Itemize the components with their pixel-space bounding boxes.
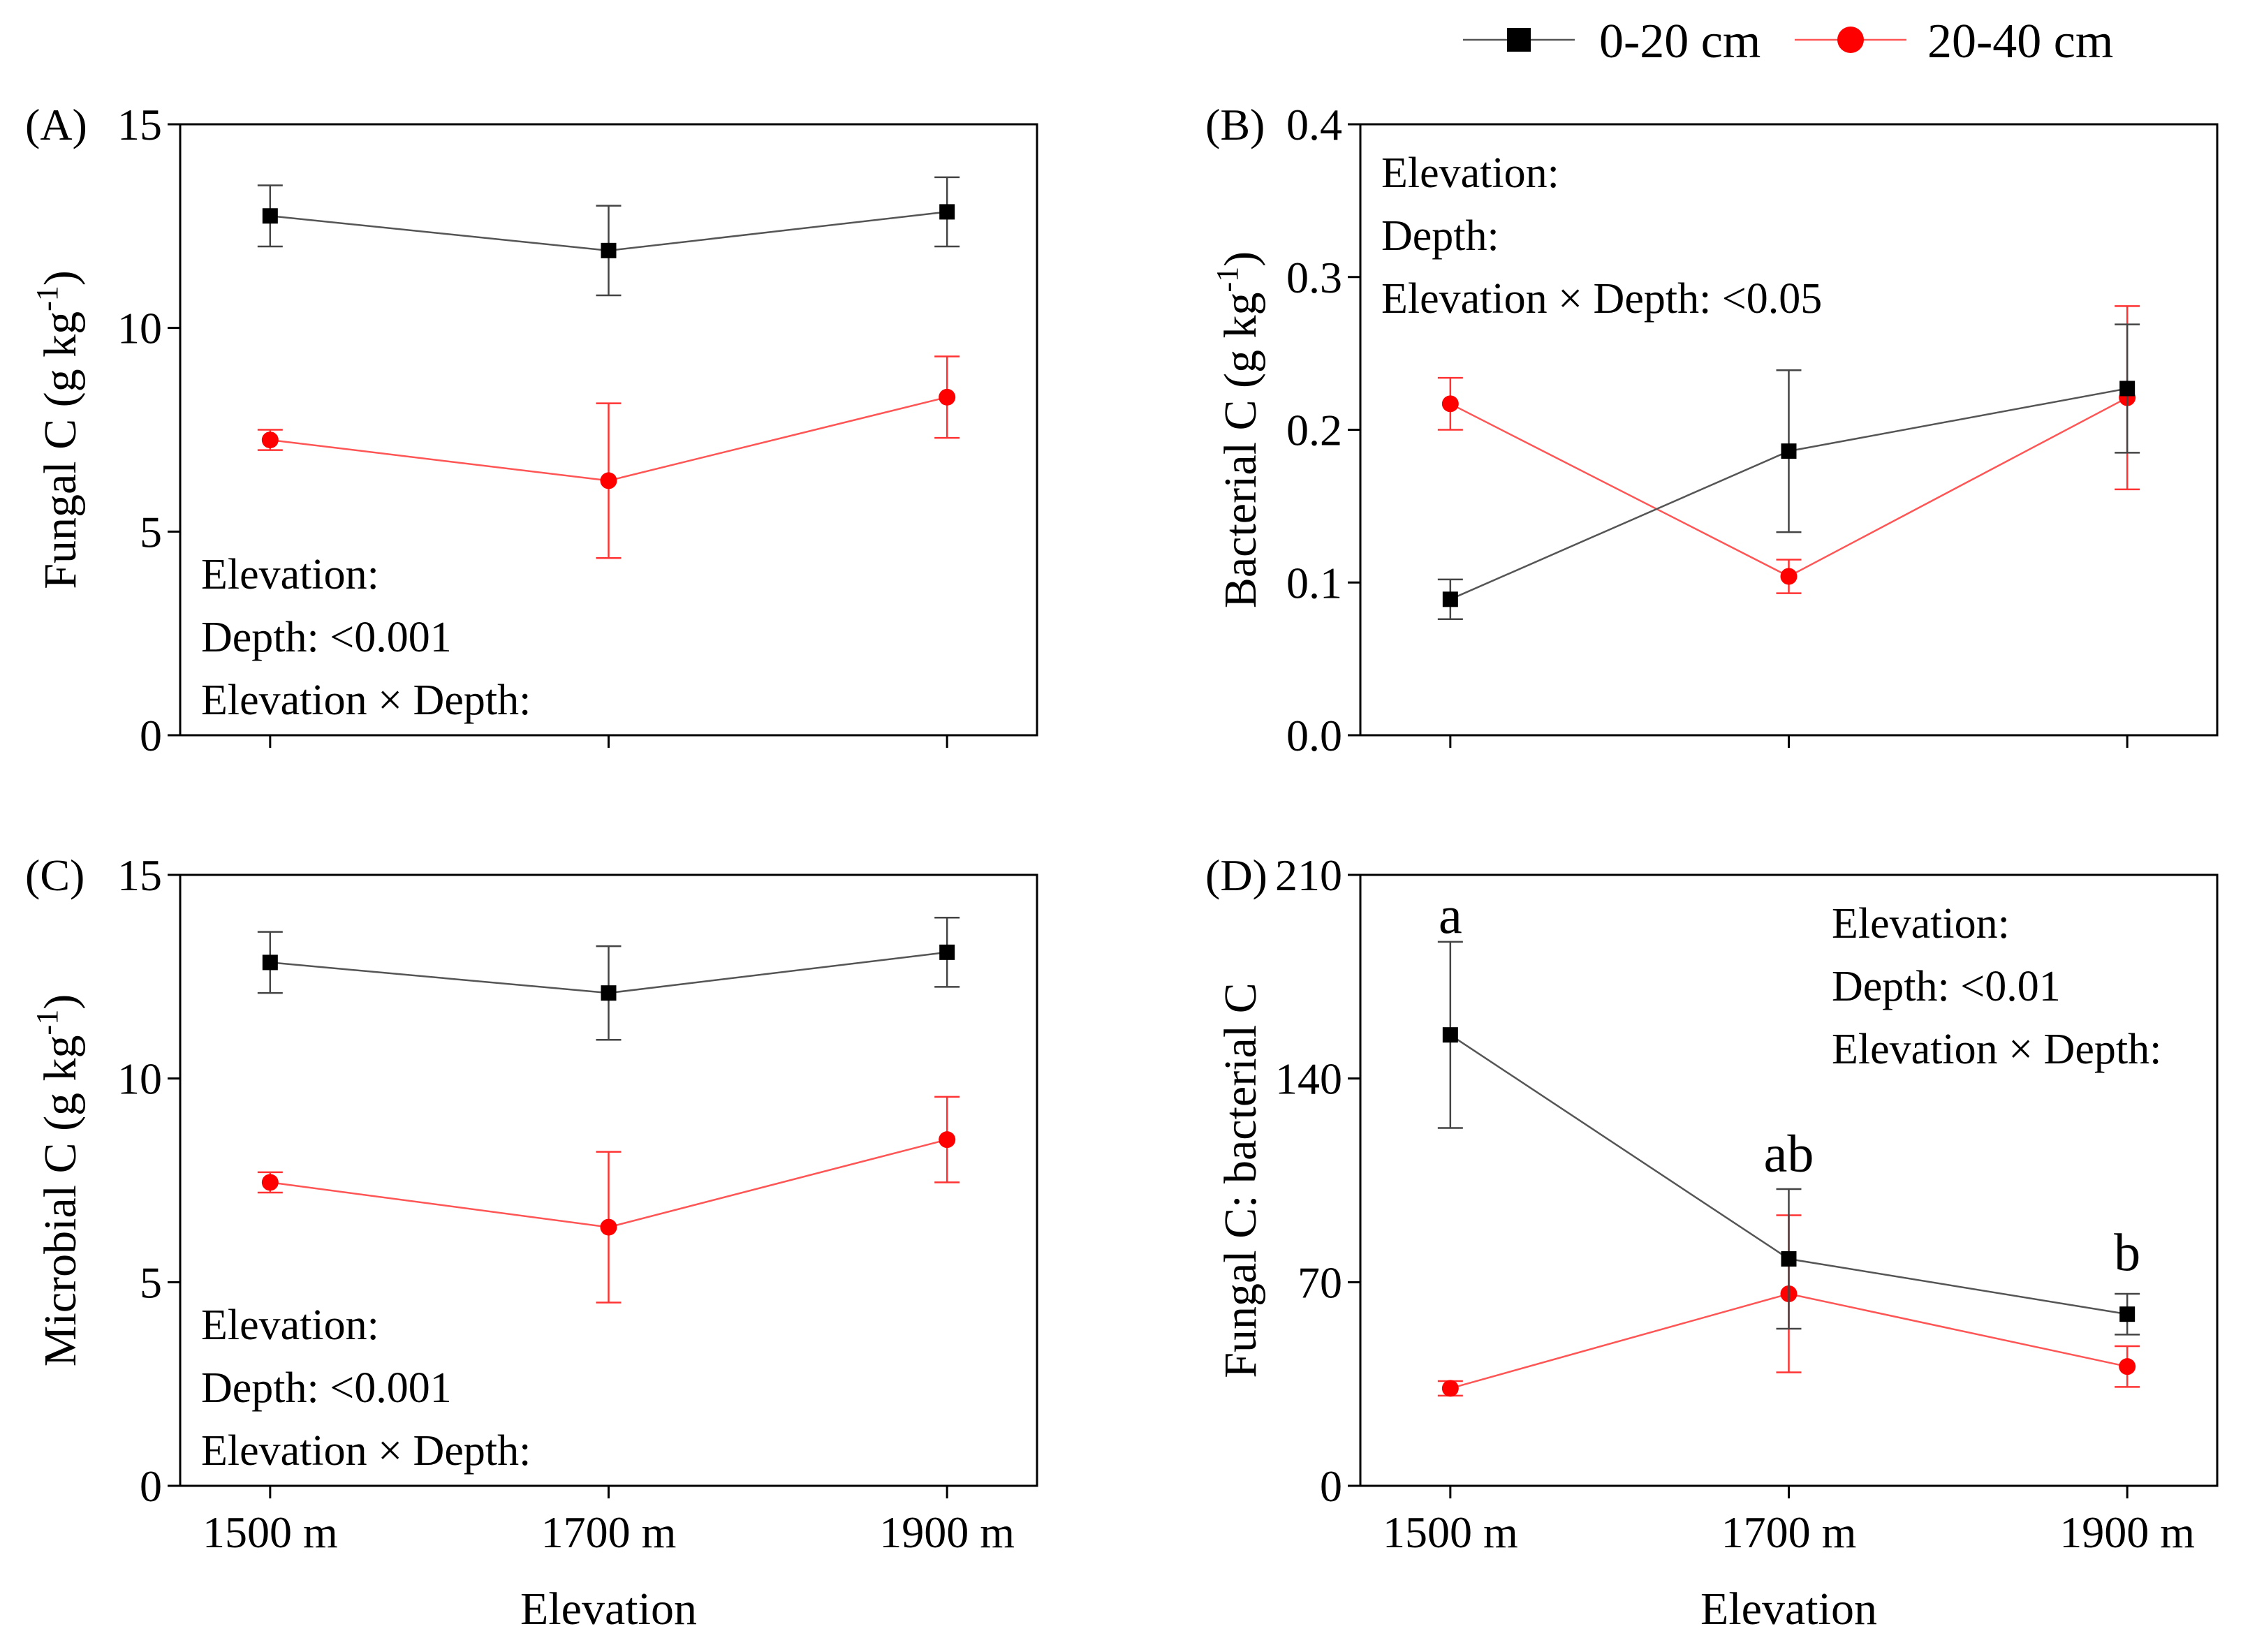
- data-point-circle: [939, 388, 956, 406]
- data-point-square: [262, 954, 278, 971]
- panel-label: (A): [25, 100, 87, 149]
- y-axis-title: Microbial C (g kg-1): [30, 994, 86, 1366]
- data-point-circle: [2119, 1358, 2136, 1376]
- data-point-square: [939, 204, 955, 220]
- y-tick-label: 0: [140, 711, 162, 760]
- y-tick-label: 70: [1298, 1258, 1342, 1307]
- y-tick-label: 15: [117, 100, 162, 149]
- y-axis-title-superscript: -1: [30, 1010, 64, 1035]
- y-axis-title-close: ): [35, 270, 86, 286]
- legend-marker-circle: [1837, 27, 1864, 53]
- data-point-circle: [1780, 568, 1798, 585]
- data-point-circle: [261, 1174, 279, 1191]
- panel-a: 0 5 10 15 Fungal C (g kg-1) (A) Elevation: Dept…: [25, 100, 1038, 760]
- stat-line: Elevation:: [1381, 149, 1559, 197]
- panel-label: (D): [1205, 850, 1267, 900]
- y-axis-title-text: Bacterial C (g kg: [1215, 292, 1266, 608]
- data-point-square: [1442, 1027, 1458, 1043]
- data-point-square: [1781, 443, 1797, 459]
- panel-c: 0 5 10 15 1500 m 1700 m 1900 m Elevation Microbi…: [25, 850, 1038, 1635]
- y-tick-label: 5: [140, 1258, 162, 1307]
- x-tick-label: 1900 m: [879, 1507, 1015, 1557]
- y-tick-label: 0: [140, 1461, 162, 1511]
- data-point-square: [601, 985, 617, 1001]
- legend-label: 0-20 cm: [1599, 15, 1761, 68]
- data-point-circle: [939, 1131, 956, 1149]
- y-tick-label: 15: [117, 850, 162, 900]
- y-tick-label: 210: [1275, 850, 1342, 900]
- stat-line: Elevation:: [201, 1301, 379, 1349]
- y-axis-title: Fungal C (g kg-1): [30, 270, 86, 589]
- data-point-square: [1442, 591, 1458, 607]
- significance-letter: b: [2114, 1224, 2140, 1283]
- data-point-square: [1781, 1251, 1797, 1267]
- legend-marker-square: [1507, 28, 1531, 52]
- y-axis-title-close: ): [35, 994, 86, 1010]
- stat-line: Elevation × Depth: <0.05: [1381, 275, 1822, 323]
- data-point-square: [2119, 381, 2136, 397]
- y-axis-title-superscript: -1: [1210, 267, 1244, 293]
- y-tick-label: 0.0: [1286, 711, 1342, 760]
- legend-label: 20-40 cm: [1927, 15, 2113, 68]
- panel-label: (B): [1205, 100, 1265, 149]
- legend: 0-20 cm 20-40 cm: [1463, 15, 2113, 68]
- y-axis-title-close: ): [1215, 251, 1266, 267]
- data-point-circle: [600, 1218, 617, 1236]
- y-tick-label: 0.1: [1286, 558, 1342, 607]
- y-axis-title: Bacterial C (g kg-1): [1210, 251, 1266, 608]
- x-tick-label: 1500 m: [203, 1507, 338, 1557]
- x-axis-title: Elevation: [1700, 1584, 1877, 1635]
- significance-letter: a: [1439, 886, 1462, 945]
- data-point-square: [939, 944, 955, 960]
- y-tick-label: 5: [140, 507, 162, 556]
- data-point-circle: [261, 432, 279, 449]
- panel-label: (C): [25, 850, 84, 900]
- y-tick-label: 0.3: [1286, 253, 1342, 302]
- y-tick-label: 0.4: [1286, 100, 1342, 149]
- stat-line: Depth:: [1381, 212, 1499, 260]
- panel-b: 0.0 0.1 0.2 0.3 0.4 Bacterial C (g kg-1) (B) El…: [1205, 100, 2219, 760]
- y-axis-title-superscript: -1: [30, 286, 64, 311]
- x-axis-title: Elevation: [520, 1584, 697, 1635]
- y-tick-label: 10: [117, 304, 162, 353]
- stat-line: Elevation:: [201, 551, 379, 598]
- stat-line: Elevation × Depth:: [1832, 1026, 2161, 1073]
- stat-line: Depth: <0.01: [1832, 963, 2061, 1010]
- y-axis-title-text: Fungal C: bacterial C: [1215, 982, 1266, 1378]
- y-axis-title: Fungal C: bacterial C: [1215, 982, 1266, 1378]
- stat-line: Elevation × Depth:: [201, 1427, 531, 1475]
- data-point-square: [601, 242, 617, 258]
- x-tick-label: 1500 m: [1383, 1507, 1518, 1557]
- stat-line: Elevation:: [1832, 900, 2010, 947]
- stat-line: Elevation × Depth:: [201, 677, 531, 724]
- y-tick-label: 10: [117, 1054, 162, 1104]
- significance-letter: ab: [1764, 1125, 1814, 1183]
- x-tick-label: 1700 m: [541, 1507, 677, 1557]
- x-tick-label: 1700 m: [1721, 1507, 1857, 1557]
- y-tick-label: 0: [1320, 1461, 1342, 1511]
- y-tick-label: 140: [1275, 1054, 1342, 1104]
- data-point-circle: [1441, 395, 1459, 413]
- stat-line: Depth: <0.001: [201, 1364, 452, 1412]
- panel-d: 0 70 140 210 1500 m 1700 m 1900 m Elevation Fung…: [1205, 850, 2219, 1635]
- data-point-square: [2119, 1306, 2136, 1322]
- x-tick-label: 1900 m: [2059, 1507, 2195, 1557]
- y-tick-label: 0.2: [1286, 406, 1342, 455]
- y-axis-title-text: Fungal C (g kg: [35, 311, 86, 589]
- stat-line: Depth: <0.001: [201, 614, 452, 661]
- data-point-circle: [1441, 1380, 1459, 1397]
- data-point-circle: [600, 472, 617, 489]
- y-axis-title-text: Microbial C (g kg: [35, 1035, 86, 1366]
- data-point-square: [262, 208, 278, 224]
